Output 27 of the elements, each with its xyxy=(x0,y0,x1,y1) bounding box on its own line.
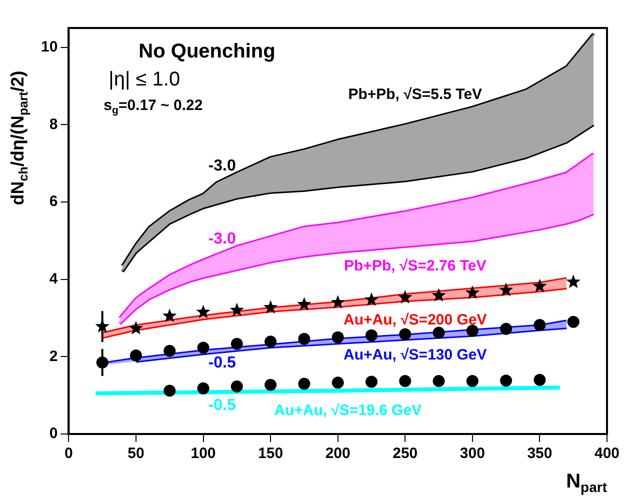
y-tick-label: 6 xyxy=(49,193,58,210)
x-tick-label: 150 xyxy=(258,445,284,462)
annotation: -0.5 xyxy=(208,354,236,372)
y-tick-label: 10 xyxy=(40,38,58,56)
x-tick-label: 350 xyxy=(527,445,552,462)
y-tick-label: 8 xyxy=(49,116,58,133)
y-tick-label: 2 xyxy=(49,348,58,365)
x-tick-label: 200 xyxy=(325,445,350,462)
x-tick-label: 100 xyxy=(190,445,216,462)
annotation: -3.0 xyxy=(208,157,236,174)
series-label: Pb+Pb, √S=5.5 TeV xyxy=(348,86,482,103)
text: No Quenching xyxy=(138,40,276,63)
y-tick-label: 4 xyxy=(49,270,58,288)
x-tick-label: 300 xyxy=(460,445,485,462)
y-axis-title: dNch/dη/(Npart/2) xyxy=(8,70,31,206)
text: Pb+Pb, √S=2.76 TeV xyxy=(344,258,486,275)
annotation: -0.5 xyxy=(208,396,236,414)
x-tick-label: 50 xyxy=(128,445,144,462)
x-tick-label: 400 xyxy=(594,445,620,462)
series-label: Au+Au, √S=130 GeV xyxy=(343,346,487,364)
x-tick-label: 250 xyxy=(392,445,418,462)
y-tick-label: 0 xyxy=(49,425,58,442)
x-tick-label: 0 xyxy=(64,445,73,462)
annotation: -3.0 xyxy=(208,230,236,248)
series-label: Au+Au, √S=19.6 GeV xyxy=(274,402,422,419)
series-label: Au+Au, √S=200 GeV xyxy=(343,312,487,329)
text: |η| ≤ 1.0 xyxy=(108,68,180,91)
